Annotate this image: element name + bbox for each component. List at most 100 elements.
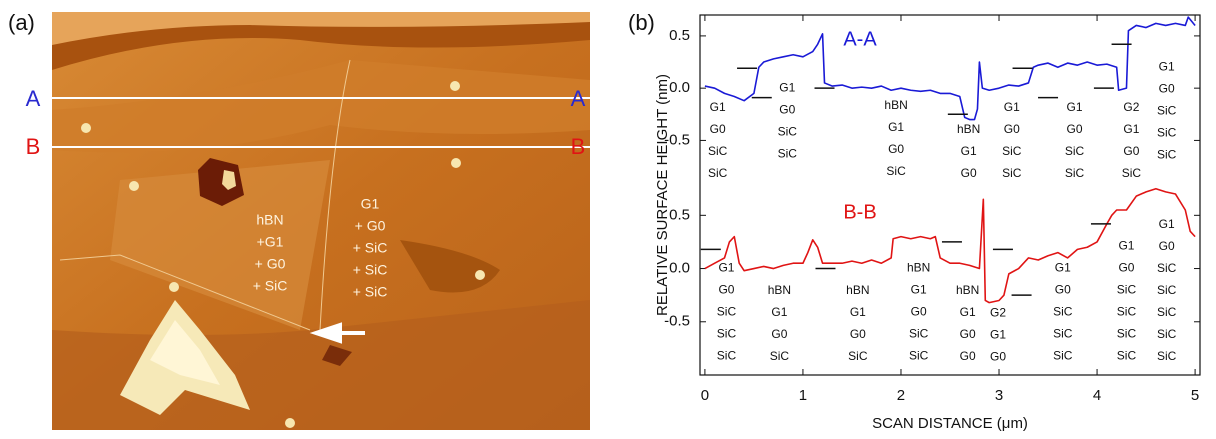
layer-label: G1 [1159, 217, 1175, 231]
region-label: + G0 [255, 256, 286, 272]
layer-label: G0 [960, 349, 976, 363]
y-tick-label: 0.5 [669, 27, 690, 44]
layer-label: SiC [708, 166, 728, 180]
layer-label: G0 [710, 122, 726, 136]
layer-label: hBN [907, 261, 930, 275]
layer-label: G1 [911, 283, 927, 297]
series-label: A-A [843, 28, 877, 50]
y-tick-label: 0.0 [669, 79, 690, 96]
x-tick-label: 3 [995, 387, 1003, 404]
region-label: G1 [361, 196, 380, 212]
layer-label: SiC [1157, 349, 1177, 363]
layer-label: SiC [717, 305, 737, 319]
layer-label: G0 [990, 349, 1006, 363]
layer-label: SiC [1157, 103, 1177, 117]
layer-label: G0 [779, 102, 795, 116]
x-tick-label: 0 [701, 387, 709, 404]
layer-label: SiC [1002, 144, 1022, 158]
afm-particle [129, 181, 139, 191]
layer-label: G1 [850, 305, 866, 319]
layer-label: SiC [708, 144, 728, 158]
panel-label: (a) [8, 10, 35, 35]
layer-label: hBN [956, 283, 979, 297]
layer-label: hBN [884, 98, 907, 112]
layer-label: SiC [848, 349, 868, 363]
layer-label: G0 [1067, 122, 1083, 136]
afm-particle [285, 418, 295, 428]
region-label: + SiC [353, 240, 388, 256]
layer-label: G1 [1004, 100, 1020, 114]
layer-label: SiC [1157, 305, 1177, 319]
afm-flake [150, 320, 220, 385]
panel-label: (b) [628, 10, 655, 35]
line-label: B [26, 134, 41, 159]
layer-label: SiC [1053, 349, 1073, 363]
layer-label: G0 [1055, 283, 1071, 297]
layer-label: G1 [1123, 122, 1139, 136]
layer-label: SiC [1117, 348, 1137, 362]
layer-label: G1 [710, 100, 726, 114]
layer-label: G1 [1067, 100, 1083, 114]
afm-terrace [52, 12, 590, 45]
layer-label: hBN [846, 283, 869, 297]
line-label: A [26, 86, 41, 111]
layer-label: SiC [909, 327, 929, 341]
layer-label: G1 [961, 144, 977, 158]
region-label: + G0 [355, 218, 386, 234]
region-label: + SiC [353, 262, 388, 278]
layer-label: G1 [1159, 59, 1175, 73]
line-label: A [571, 86, 586, 111]
layer-label: hBN [768, 283, 791, 297]
layer-label: SiC [1157, 147, 1177, 161]
layer-label: G0 [960, 327, 976, 341]
layer-label: G1 [990, 327, 1006, 341]
layer-label: SiC [778, 124, 798, 138]
layer-label: G0 [850, 327, 866, 341]
series-label: B-B [843, 201, 876, 223]
afm-particle [81, 123, 91, 133]
afm-hexagon [198, 158, 244, 206]
layer-label: SiC [1117, 326, 1137, 340]
region-labels: hBN +G1 + G0 + SiC G1 + G0 + SiC + SiC + SiC [253, 196, 388, 300]
layer-label: G0 [1159, 239, 1175, 253]
y-tick-label: -0.5 [664, 131, 690, 148]
layer-label: G0 [1004, 122, 1020, 136]
y-axis-label: RELATIVE SURFACE HEIGHT (nm) [654, 74, 671, 316]
layer-label: G1 [779, 80, 795, 94]
afm-region [400, 240, 500, 293]
y-tick-label: 0.0 [669, 260, 690, 277]
layer-label: G0 [1159, 81, 1175, 95]
layer-label: SiC [770, 349, 790, 363]
layer-label: SiC [886, 164, 906, 178]
layer-label: G1 [1118, 238, 1134, 252]
afm-particle [169, 282, 179, 292]
layer-label: G1 [960, 305, 976, 319]
y-tick-label: 0.5 [669, 206, 690, 223]
layer-label: G1 [718, 261, 734, 275]
layer-label: SiC [1117, 304, 1137, 318]
layer-label: G0 [1123, 144, 1139, 158]
layer-label: SiC [717, 327, 737, 341]
layer-label: SiC [1122, 166, 1142, 180]
layer-label: SiC [778, 146, 798, 160]
layer-label: G2 [1123, 100, 1139, 114]
profile-line [704, 187, 1196, 304]
layer-label: SiC [1065, 144, 1085, 158]
x-tick-label: 2 [897, 387, 905, 404]
afm-image [52, 12, 590, 430]
layer-label: SiC [1117, 282, 1137, 296]
layer-label: G2 [990, 305, 1006, 319]
afm-edge [59, 59, 351, 331]
x-tick-label: 5 [1191, 387, 1199, 404]
layer-label: G0 [911, 305, 927, 319]
layer-label: hBN [957, 122, 980, 136]
afm-region [110, 160, 330, 330]
layer-label: SiC [717, 349, 737, 363]
afm-particle [450, 81, 460, 91]
layer-label: SiC [1002, 166, 1022, 180]
layer-label: G0 [1118, 260, 1134, 274]
layer-label: SiC [1157, 327, 1177, 341]
layer-label: SiC [1065, 166, 1085, 180]
